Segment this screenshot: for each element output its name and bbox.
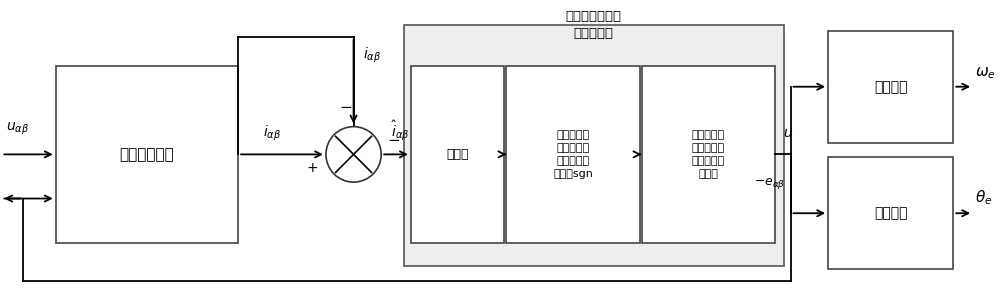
Text: 平滑非奇异终端
滑模观测器: 平滑非奇异终端 滑模观测器 (565, 10, 621, 40)
Text: 定子电压方程: 定子电压方程 (120, 147, 174, 162)
Text: 转速推算: 转速推算 (874, 80, 907, 94)
Text: $i_{\alpha\beta}$: $i_{\alpha\beta}$ (363, 45, 382, 65)
Bar (506, 66, 640, 243)
Text: $\omega_e$: $\omega_e$ (975, 65, 996, 81)
Text: $u_{\alpha\beta}$: $u_{\alpha\beta}$ (6, 120, 29, 137)
Text: $\theta_e$: $\theta_e$ (975, 189, 992, 207)
Ellipse shape (326, 127, 381, 182)
Bar (56, 66, 238, 243)
Text: $u$: $u$ (783, 126, 793, 140)
Bar (828, 31, 953, 143)
Bar (411, 66, 504, 243)
Text: +: + (306, 161, 318, 175)
Text: −: − (387, 133, 400, 148)
Bar (404, 25, 784, 266)
Text: $\hat{i}_{\alpha\beta}$: $\hat{i}_{\alpha\beta}$ (391, 118, 409, 143)
Bar (828, 157, 953, 269)
Text: 转角推算: 转角推算 (874, 206, 907, 220)
Text: $i_{\alpha\beta}$: $i_{\alpha\beta}$ (263, 123, 281, 143)
Text: 滑模面: 滑模面 (446, 148, 469, 161)
Text: 平滑非奇异
终端滑模控
制律中的切
换作用sgn: 平滑非奇异 终端滑模控 制律中的切 换作用sgn (553, 129, 593, 179)
Text: 平滑非奇异
终端滑模控
制律中的积
分作用: 平滑非奇异 终端滑模控 制律中的积 分作用 (692, 129, 725, 179)
Bar (642, 66, 775, 243)
Text: $-e_{\alpha\beta}$: $-e_{\alpha\beta}$ (754, 176, 786, 191)
Text: −: − (339, 100, 352, 115)
